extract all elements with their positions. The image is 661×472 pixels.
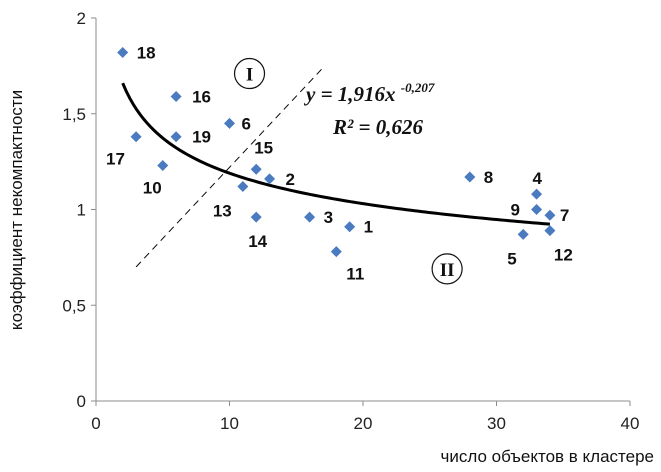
data-point-4 <box>531 188 543 200</box>
ticks: 0 10 20 30 40 0 0,5 1 1,5 2 <box>62 9 639 433</box>
axes <box>95 18 630 402</box>
y-tick-label: 2 <box>77 9 86 28</box>
point-label-17: 17 <box>106 150 125 169</box>
point-label-6: 6 <box>242 114 251 133</box>
x-axis-title: число объектов в кластере <box>441 447 655 466</box>
data-point-1 <box>344 221 356 233</box>
data-point-5 <box>517 228 529 240</box>
data-point-14 <box>250 211 262 223</box>
point-label-11: 11 <box>346 265 364 284</box>
data-point-13 <box>237 181 249 193</box>
point-label-15: 15 <box>254 138 273 157</box>
region-circle-II <box>431 253 463 285</box>
x-tick-label: 0 <box>91 414 100 433</box>
trend-equation-main: y = 1,916x <box>303 82 396 106</box>
point-label-7: 7 <box>560 206 569 225</box>
data-point-12 <box>544 225 556 237</box>
trendline-curve <box>121 82 551 226</box>
y-tick-label: 0,5 <box>62 296 86 315</box>
trendline <box>121 82 551 226</box>
point-label-9: 9 <box>511 201 520 220</box>
x-tick-label: 40 <box>621 414 640 433</box>
data-point-11 <box>330 246 342 258</box>
y-tick-label: 1,5 <box>62 105 86 124</box>
data-point-9 <box>531 204 543 215</box>
data-point-17 <box>130 131 142 143</box>
point-label-14: 14 <box>248 232 267 251</box>
point-label-12: 12 <box>554 246 573 265</box>
y-axis-title: коэффициент некомпактности <box>7 90 26 330</box>
data-point-10 <box>157 159 169 171</box>
data-point-18 <box>117 46 129 58</box>
divider-line <box>135 67 324 268</box>
x-tick-label: 10 <box>220 414 239 433</box>
region-markers: III <box>233 57 463 285</box>
point-label-3: 3 <box>324 208 333 227</box>
point-label-4: 4 <box>533 169 543 188</box>
point-label-18: 18 <box>137 43 156 62</box>
point-label-10: 10 <box>143 178 162 197</box>
data-point-6 <box>224 117 235 129</box>
point-label-1: 1 <box>364 218 373 237</box>
data-point-7 <box>544 209 556 221</box>
point-label-19: 19 <box>192 128 211 147</box>
point-label-13: 13 <box>213 202 232 221</box>
region-circle-I <box>233 57 266 90</box>
point-label-16: 16 <box>192 88 211 107</box>
data-point-3 <box>304 211 316 223</box>
data-point-8 <box>464 171 476 183</box>
region-label-II: II <box>440 260 455 281</box>
point-label-8: 8 <box>484 168 493 187</box>
y-tick-label: 1 <box>77 201 86 220</box>
region-label-I: I <box>246 65 253 86</box>
x-tick-label: 20 <box>354 414 373 433</box>
data-point-2 <box>264 173 276 185</box>
point-label-2: 2 <box>286 170 295 189</box>
trend-r-squared: R² = 0,626 <box>332 115 424 139</box>
point-label-5: 5 <box>507 249 516 268</box>
x-tick-label: 30 <box>487 414 506 433</box>
y-tick-label: 0 <box>77 392 86 411</box>
trend-equation: y = 1,916x -0,207 <box>303 80 435 106</box>
data-point-15 <box>250 163 262 175</box>
trend-equation-exponent: -0,207 <box>401 80 435 95</box>
divider-dashed-line <box>135 67 324 268</box>
data-point-19 <box>170 131 182 143</box>
data-point-16 <box>170 91 182 103</box>
